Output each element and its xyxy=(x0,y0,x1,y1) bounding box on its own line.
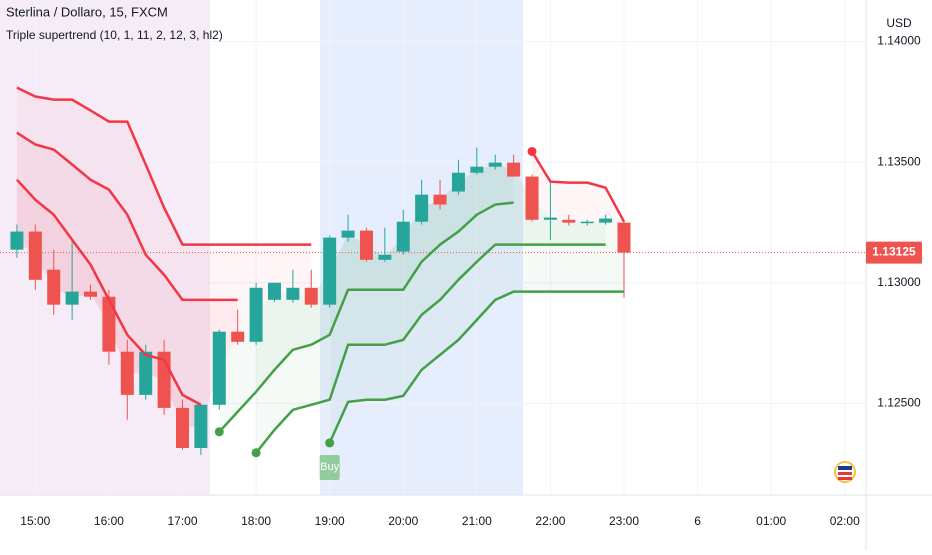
candle-body xyxy=(286,287,300,300)
candle-body xyxy=(451,172,465,192)
trend-start-dot xyxy=(325,438,335,448)
flag-icon xyxy=(834,461,856,483)
supertrend-line xyxy=(16,178,202,406)
candle-body xyxy=(415,194,429,222)
candle-body xyxy=(304,287,318,305)
x-tick-label: 02:00 xyxy=(830,514,860,528)
candle-body xyxy=(194,404,208,448)
candle-body xyxy=(84,291,98,297)
flag-stripe xyxy=(838,477,852,480)
candle-body xyxy=(396,221,410,252)
candle-body xyxy=(341,230,355,238)
candle-body xyxy=(139,351,153,395)
supertrend-line xyxy=(530,150,626,223)
trend-start-dot xyxy=(251,448,261,458)
last-price-label: 1.13125 xyxy=(872,245,916,259)
candle-body xyxy=(28,231,42,280)
supertrend-line xyxy=(16,131,238,302)
supertrend-line xyxy=(255,243,606,454)
y-tick-label: 1.14000 xyxy=(877,34,921,48)
y-tick-label: 1.13500 xyxy=(877,154,921,168)
candle-body xyxy=(120,351,134,395)
band-fill xyxy=(256,164,606,453)
buy-label-box xyxy=(319,455,340,480)
x-tick-label: 6 xyxy=(694,514,701,528)
indicator-label: Triple supertrend (10, 1, 11, 2, 12, 3, … xyxy=(6,28,223,42)
trend-start-dot xyxy=(214,427,224,437)
supertrend-line xyxy=(328,290,625,444)
flag-stripe xyxy=(838,472,852,475)
chart-title: Sterlina / Dollaro, 15, FXCM xyxy=(6,4,168,19)
candle-body xyxy=(525,176,539,220)
candle-body xyxy=(175,407,189,448)
band-fill xyxy=(16,132,238,428)
y-tick-label: 1.13000 xyxy=(877,275,921,289)
x-tick-label: 23:00 xyxy=(609,514,639,528)
candle-body xyxy=(102,296,116,352)
candle-body xyxy=(378,254,392,260)
x-tick-label: 17:00 xyxy=(167,514,197,528)
band-fill xyxy=(219,164,514,432)
flag-stripe xyxy=(838,466,852,470)
x-tick-label: 21:00 xyxy=(462,514,492,528)
candle-body xyxy=(267,282,281,300)
x-tick-label: 20:00 xyxy=(388,514,418,528)
y-tick-label: 1.12500 xyxy=(877,396,921,410)
x-tick-label: 16:00 xyxy=(94,514,124,528)
trend-start-dot xyxy=(527,146,537,156)
candle-body xyxy=(599,218,613,223)
plot: Buy xyxy=(0,86,865,480)
x-tick-label: 18:00 xyxy=(241,514,271,528)
candle-body xyxy=(10,231,24,250)
candle-body xyxy=(212,331,226,405)
candle-body xyxy=(359,230,373,260)
x-tick-label: 01:00 xyxy=(756,514,786,528)
candle-body xyxy=(47,269,61,305)
candle-body xyxy=(433,194,447,205)
x-tick-label: 22:00 xyxy=(535,514,565,528)
band-fill xyxy=(532,151,625,238)
session-shade xyxy=(320,0,523,495)
candle-body xyxy=(249,287,263,342)
candle-body xyxy=(488,162,502,167)
candle-body xyxy=(580,221,594,224)
candle-body xyxy=(65,291,79,305)
candle-body xyxy=(231,331,245,342)
supertrend-line xyxy=(16,86,312,246)
candle-body xyxy=(543,217,557,220)
last-price-box xyxy=(866,241,922,264)
x-tick-label: 15:00 xyxy=(20,514,50,528)
candle-body xyxy=(617,222,631,253)
candle-body xyxy=(470,166,484,173)
buy-label: Buy xyxy=(320,461,339,473)
band-fill xyxy=(16,87,312,428)
candle-body xyxy=(507,162,521,177)
candle-body xyxy=(562,219,576,223)
candle-body xyxy=(323,237,337,305)
x-tick-label: 19:00 xyxy=(315,514,345,528)
supertrend-line xyxy=(218,201,514,433)
y-axis-label: USD xyxy=(886,16,912,30)
